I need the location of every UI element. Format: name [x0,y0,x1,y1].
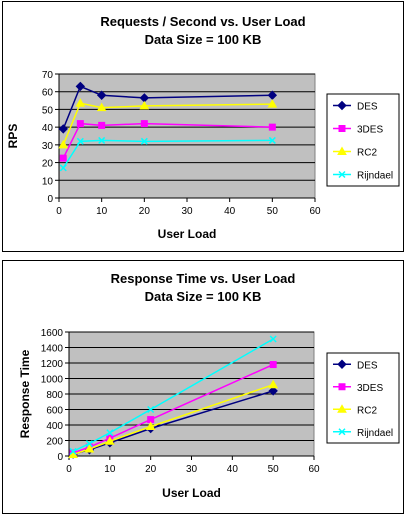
legend-marker [337,359,347,369]
legend-marker [337,404,347,413]
y-tick-label: 0 [57,452,63,463]
legend-marker [338,125,346,132]
y-tick-label: 1600 [41,328,64,339]
data-point [84,444,95,453]
x-tick-label: 30 [186,464,198,475]
data-point [269,335,277,343]
x-tick-label: 50 [268,464,280,475]
x-axis-label: User Load [158,227,217,241]
legend-marker [338,170,346,179]
legend: DES 3DES RC2 Rijndael [326,93,400,187]
legend-label: 3DES [357,383,383,394]
data-point [59,164,67,172]
y-axis-label: Response Time [18,349,32,438]
x-tick-label: 30 [181,206,193,217]
y-tick-label: 800 [46,390,63,401]
y-tick-label: 30 [42,141,54,152]
x-tick-label: 40 [227,464,239,475]
data-point [96,102,107,112]
data-point [106,429,114,437]
x-tick-label: 0 [66,464,72,475]
series-rc2 [58,98,278,149]
legend-label: 3DES [357,125,383,136]
data-point [59,154,67,162]
y-tick-label: 600 [46,406,63,417]
data-point [268,379,279,389]
legend-marker [338,428,346,436]
legend-marker [337,146,347,155]
y-axis-label: RPS [6,124,20,149]
series-rijndael [59,136,276,172]
x-axis-label: User Load [162,486,221,500]
data-point [75,81,86,92]
x-tick-label: 0 [56,206,62,217]
x-tick-label: 20 [145,464,157,475]
data-point [98,136,106,144]
y-tick-label: 20 [42,159,54,170]
x-tick-label: 20 [139,206,151,217]
x-tick-label: 50 [267,206,279,217]
x-tick-label: 40 [224,206,236,217]
legend-label: DES [357,102,378,113]
y-tick-label: 1400 [41,344,64,355]
chart-title: Requests / Second vs. User Load [100,14,305,29]
x-tick-label: 10 [96,206,108,217]
chart-subtitle: Data Size = 100 KB [145,32,262,47]
legend-label: Rijndael [357,428,393,439]
x-tick-label: 60 [308,464,320,475]
y-tick-label: 50 [42,105,54,116]
legend-label: RC2 [357,405,377,416]
data-point [69,447,77,455]
data-point [140,137,148,145]
rps-chart: Requests / Second vs. User Load Data Size… [6,14,400,241]
y-tick-label: 0 [47,194,53,205]
plot-area [58,73,316,199]
series-3des [59,120,276,162]
data-point [267,99,278,108]
data-point [145,421,156,431]
y-tick-label: 200 [46,437,63,448]
data-point [96,90,107,100]
x-tick-label: 10 [104,464,116,475]
data-point [85,440,93,448]
data-point [58,139,69,149]
data-point [139,100,150,110]
legend-box [326,352,400,444]
data-point [76,120,84,128]
data-point [58,124,68,134]
chart-title: Response Time vs. User Load [111,271,296,286]
y-tick-label: 60 [42,88,54,99]
series-rc2 [68,379,279,458]
series-rijndael [69,335,277,455]
data-point [147,405,155,414]
data-point [140,120,148,128]
x-tick-label: 60 [309,206,321,217]
data-point [269,361,277,369]
rps-chart-panel: Requests / Second vs. User Load Data Size… [2,1,404,252]
data-point [98,121,106,129]
legend-marker [338,383,346,391]
data-point [268,136,276,144]
y-tick-label: 1200 [41,359,64,370]
legend-box [326,93,400,187]
data-point [268,123,276,131]
y-tick-label: 10 [42,176,54,187]
response-time-chart-panel: Response Time vs. User Load Data Size = 1… [2,260,404,514]
legend: DES 3DES RC2 Rijndael [326,352,400,444]
chart-subtitle: Data Size = 100 KB [145,289,262,304]
series-des [58,81,278,134]
data-point [104,436,115,445]
y-tick-label: 70 [42,70,54,81]
data-point [75,98,86,107]
y-tick-label: 40 [42,123,54,134]
data-point [268,386,278,396]
y-tick-label: 400 [46,421,63,432]
legend-label: DES [357,360,378,371]
data-point [76,137,84,145]
legend-marker [337,100,347,111]
legend-label: Rijndael [357,171,393,182]
y-tick-label: 1000 [41,375,64,386]
legend-label: RC2 [357,148,377,159]
response-time-chart: Response Time vs. User Load Data Size = 1… [18,271,400,500]
